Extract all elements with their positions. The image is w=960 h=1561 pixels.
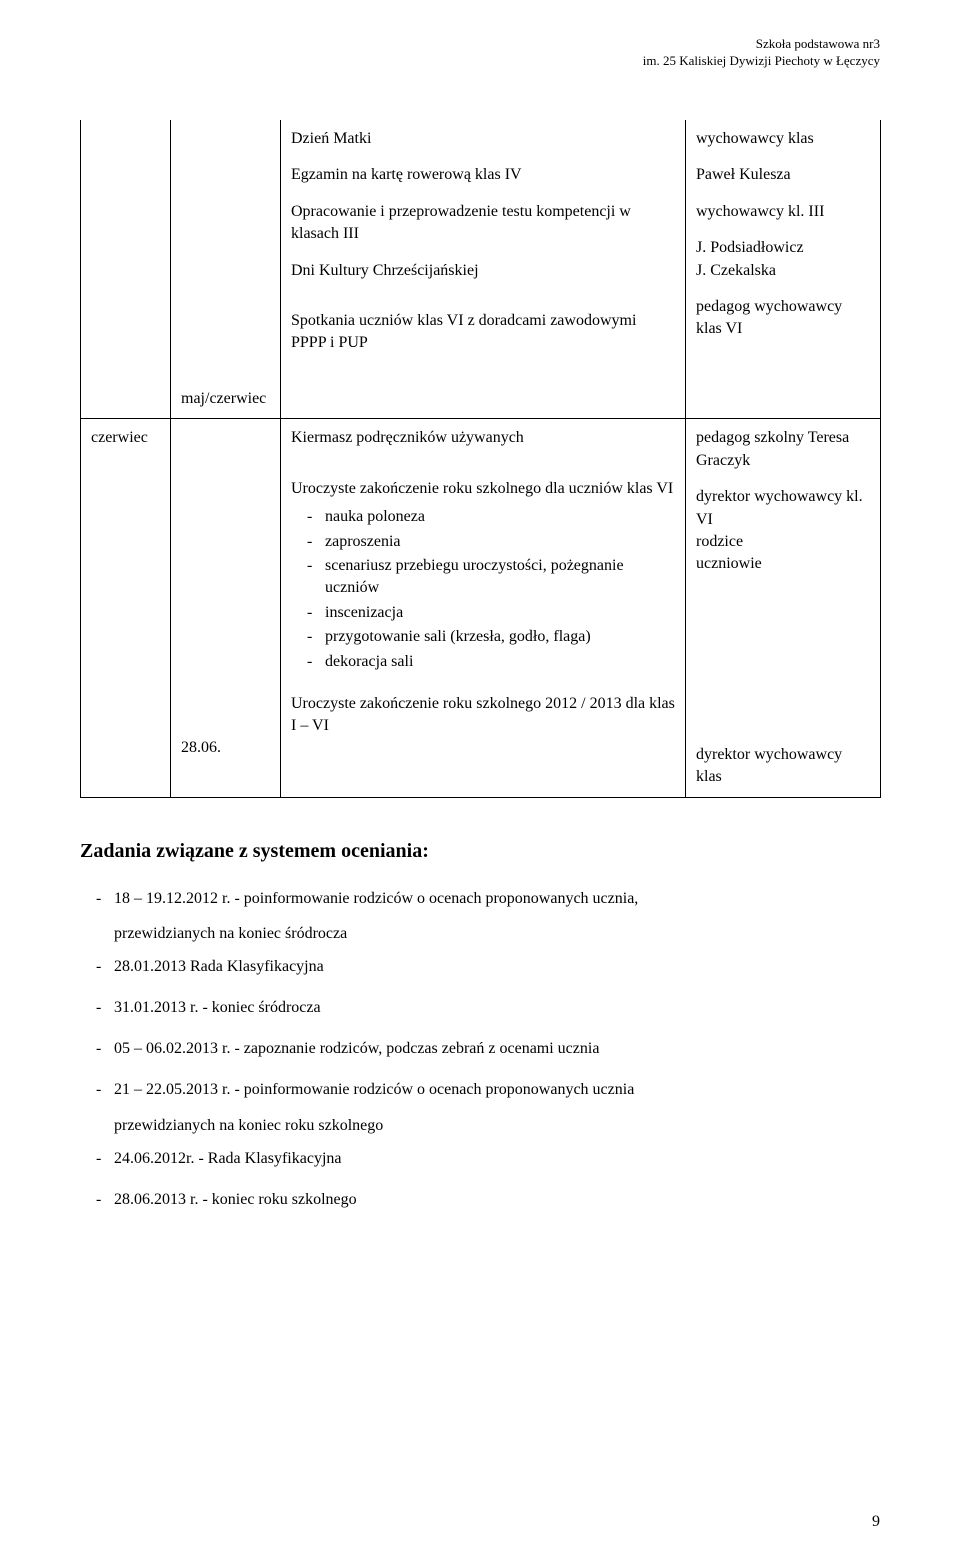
task-text: 18 – 19.12.2012 r. - poinformowanie rodz… [114,890,638,907]
responsible-text: pedagog wychowawcy klas VI [696,296,870,341]
activity-text: Uroczyste zakończenie roku szkolnego dla… [291,478,675,500]
date-text: maj/czerwiec [181,388,270,410]
list-item: 05 – 06.02.2013 r. - zapoznanie rodziców… [114,1035,880,1062]
header-line-2: im. 25 Kaliskiej Dywizji Piechoty w Łęcz… [643,53,880,70]
cell-responsible: pedagog szkolny Teresa Graczyk dyrektor … [686,419,881,797]
cell-activities: Kiermasz podręczników używanych Uroczyst… [281,419,686,797]
activity-text: Opracowanie i przeprowadzenie testu komp… [291,201,675,246]
list-item: scenariusz przebiegu uroczystości, pożeg… [325,555,675,600]
cell-responsible: wychowawcy klas Paweł Kulesza wychowawcy… [686,120,881,419]
page: Szkoła podstawowa nr3 im. 25 Kaliskiej D… [0,0,960,1561]
responsible-text: wychowawcy klas [696,128,870,150]
list-item: 31.01.2013 r. - koniec śródrocza [114,994,880,1021]
responsible-text: J. Czekalska [696,260,870,282]
activity-text: Dzień Matki [291,128,675,150]
list-item: 28.06.2013 r. - koniec roku szkolnego [114,1186,880,1213]
responsible-text: wychowawcy kl. III [696,201,870,223]
list-item: 28.01.2013 Rada Klasyfikacyjna [114,953,880,980]
list-item: inscenizacja [325,602,675,624]
responsible-text: pedagog szkolny Teresa Graczyk [696,427,870,472]
page-number: 9 [872,1513,880,1531]
tasks-list: 28.01.2013 Rada Klasyfikacyjna 31.01.201… [80,953,880,1104]
task-continuation: przewidzianych na koniec roku szkolnego [80,1112,880,1139]
cell-date: 28.06. [171,419,281,797]
activity-text: Spotkania uczniów klas VI z doradcami za… [291,310,675,355]
list-item: 18 – 19.12.2012 r. - poinformowanie rodz… [114,885,880,912]
responsible-text: Paweł Kulesza [696,164,870,186]
activity-text: Kiermasz podręczników używanych [291,427,675,449]
responsible-text: uczniowie [696,553,870,575]
cell-month [81,120,171,419]
page-header: Szkoła podstawowa nr3 im. 25 Kaliskiej D… [643,36,880,70]
activity-sublist: nauka poloneza zaproszenia scenariusz pr… [291,506,675,673]
tasks-list: 24.06.2012r. - Rada Klasyfikacyjna 28.06… [80,1145,880,1213]
schedule-table-wrap: maj/czerwiec Dzień Matki Egzamin na kart… [80,120,880,798]
list-item: przygotowanie sali (krzesła, godło, flag… [325,626,675,648]
responsible-text: dyrektor wychowawcy klas [696,744,870,789]
responsible-text: J. Podsiadłowicz [696,237,870,259]
list-item: dekoracja sali [325,651,675,673]
cell-month: czerwiec [81,419,171,797]
table-row: czerwiec 28.06. Kiermasz podręczników uż… [81,419,881,797]
month-text: czerwiec [91,427,160,449]
tasks-title: Zadania związane z systemem oceniania: [80,840,880,863]
cell-date: maj/czerwiec [171,120,281,419]
responsible-text: dyrektor wychowawcy kl. VI [696,486,870,531]
activity-text: Dni Kultury Chrześcijańskiej [291,260,675,282]
list-item: zaproszenia [325,531,675,553]
table-row: maj/czerwiec Dzień Matki Egzamin na kart… [81,120,881,419]
task-continuation: przewidzianych na koniec śródrocza [80,920,880,947]
header-line-1: Szkoła podstawowa nr3 [643,36,880,53]
tasks-list: 18 – 19.12.2012 r. - poinformowanie rodz… [80,885,880,912]
list-item: 21 – 22.05.2013 r. - poinformowanie rodz… [114,1076,880,1103]
task-text: 21 – 22.05.2013 r. - poinformowanie rodz… [114,1081,634,1098]
date-text: 28.06. [181,737,270,759]
cell-activities: Dzień Matki Egzamin na kartę rowerową kl… [281,120,686,419]
list-item: 24.06.2012r. - Rada Klasyfikacyjna [114,1145,880,1172]
responsible-text: rodzice [696,531,870,553]
schedule-table: maj/czerwiec Dzień Matki Egzamin na kart… [80,120,881,798]
activity-text: Uroczyste zakończenie roku szkolnego 201… [291,693,675,738]
list-item: nauka poloneza [325,506,675,528]
activity-text: Egzamin na kartę rowerową klas IV [291,164,675,186]
